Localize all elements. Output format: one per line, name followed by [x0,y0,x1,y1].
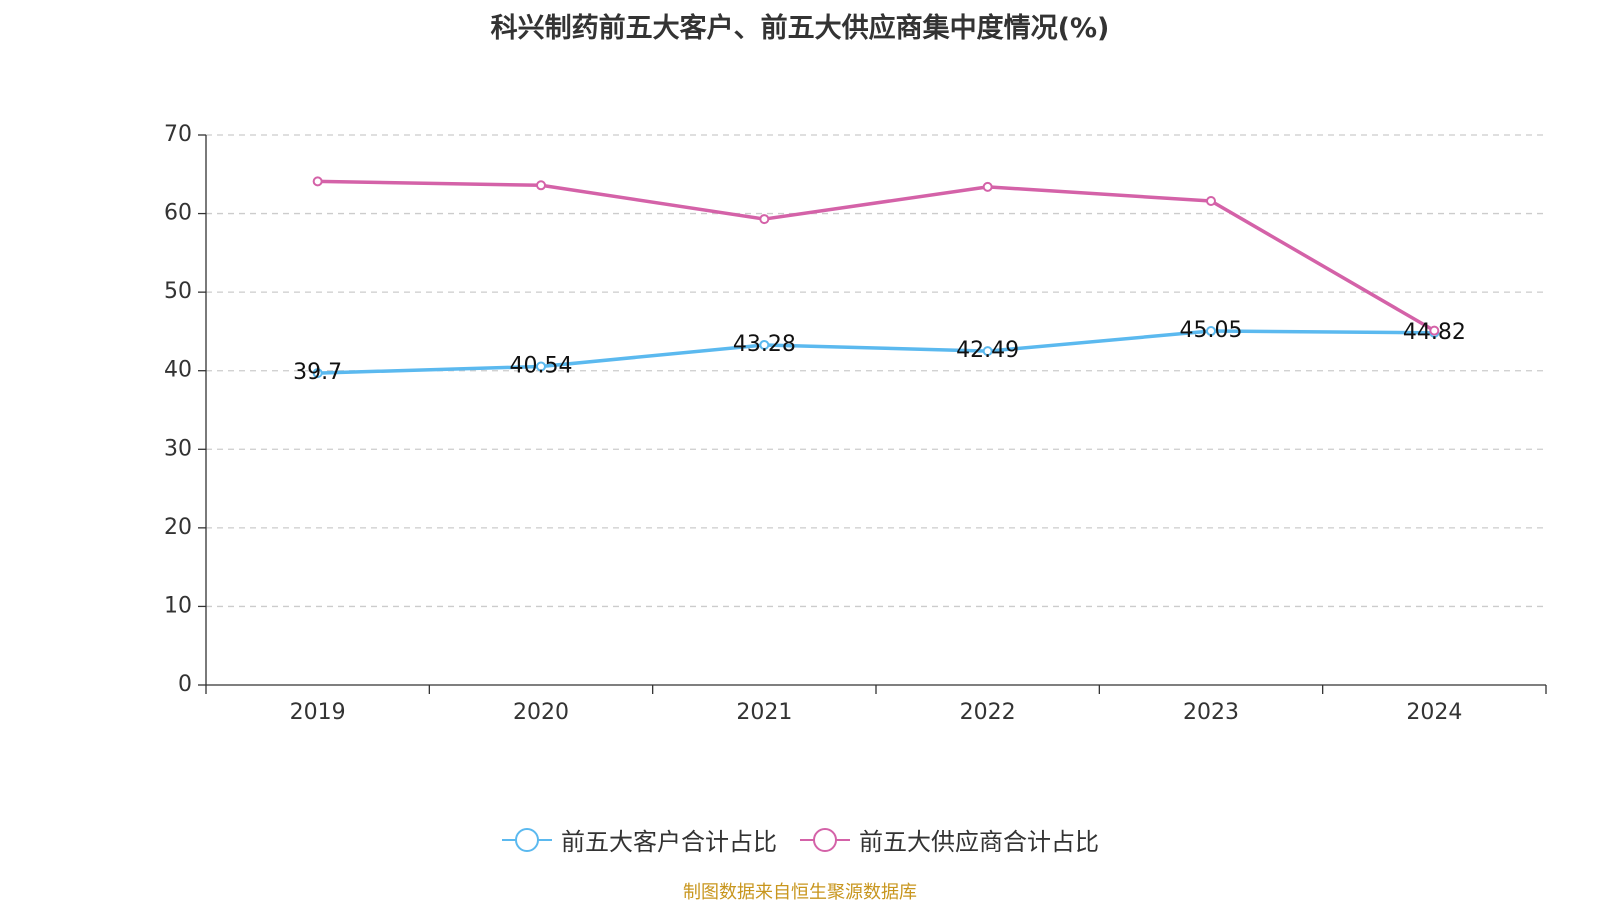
y-tick-label: 20 [164,515,192,540]
series-point-0 [312,368,323,379]
series [312,176,1440,379]
x-tick-label: 2021 [736,700,792,725]
y-tick-label: 0 [178,672,192,697]
series-point-1 [759,214,770,225]
legend-label-customers: 前五大客户合计占比 [561,828,777,856]
legend-marker-suppliers [800,827,850,852]
x-tick-label: 2024 [1406,700,1462,725]
source-note: 制图数据来自恒生聚源数据库 [683,882,917,903]
data-label: 43.28 [733,332,796,357]
series-point-1 [312,176,323,187]
series-point-0 [759,339,770,350]
data-labels: 39.7 40.54 43.28 42.49 45.05 44.82 [293,318,1466,385]
series-point-1 [982,181,993,192]
series-point-0 [982,346,993,357]
x-tick-label: 2019 [290,700,346,725]
series-point-1 [1206,196,1216,206]
x-tick-label: 2023 [1183,700,1239,725]
y-tick-label: 10 [164,593,192,618]
chart-title: 科兴制药前五大客户、前五大供应商集中度情况(%) [490,13,1110,44]
series-line-1 [317,179,1436,333]
y-tick-label: 30 [164,436,192,461]
axes: 0 10 20 30 40 50 60 70 2019 2020 2021 2022 2023 2024 [164,122,1547,725]
legend-marker-customers [502,827,552,852]
legend-item-suppliers[interactable]: 前五大供应商合计占比 [799,822,1099,857]
data-label: 40.54 [510,353,573,378]
series-line-0 [317,329,1435,375]
y-tick-label: 60 [164,201,192,226]
legend: 前五大客户合计占比 前五大供应商合计占比 [0,822,1600,857]
series-point-1 [1429,325,1440,336]
data-label: 39.7 [293,360,342,385]
series-point-0 [536,361,546,372]
legend-label-suppliers: 前五大供应商合计占比 [859,828,1099,856]
y-tick-label: 40 [164,358,192,383]
data-label: 45.05 [1180,318,1243,343]
x-tick-label: 2020 [513,700,569,725]
x-tick-label: 2022 [960,700,1016,725]
y-tick-label: 70 [164,122,192,147]
y-tick-label: 50 [164,279,192,304]
legend-item-customers[interactable]: 前五大客户合计占比 [501,822,777,857]
series-point-0 [1206,326,1216,337]
data-label: 44.82 [1403,320,1466,345]
series-point-1 [536,180,546,191]
data-label: 42.49 [956,338,1019,363]
